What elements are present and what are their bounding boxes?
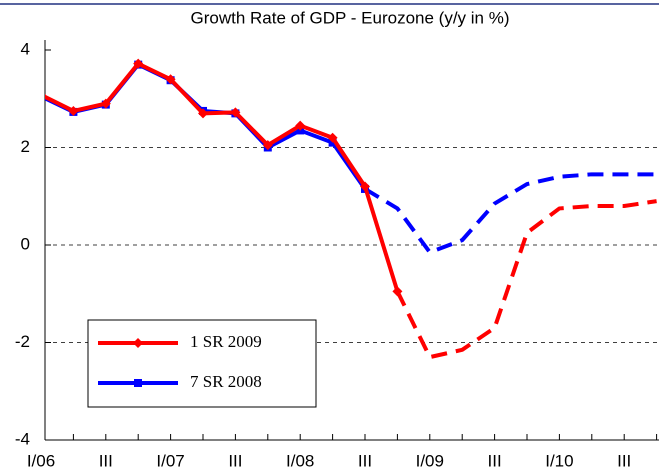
marker: [100, 98, 111, 109]
marker: [262, 140, 273, 151]
series-line-dashed: [363, 172, 657, 255]
marker: [37, 92, 45, 100]
series-line: [45, 61, 400, 292]
marker: [392, 286, 403, 297]
plot: [37, 58, 657, 360]
x-tick-label: III: [488, 451, 502, 470]
series-line: [45, 62, 367, 191]
x-tick-label: III: [99, 451, 113, 470]
x-tick-label: III: [228, 451, 242, 470]
marker: [165, 74, 176, 85]
x-tick-label: I/10: [545, 451, 573, 470]
legend-label: 7 SR 2008: [190, 372, 262, 391]
y-tick-label: 4: [21, 39, 30, 58]
x-tick-label: I/06: [27, 451, 55, 470]
marker: [133, 58, 144, 69]
x-tick-label: I/09: [416, 451, 444, 470]
marker: [45, 93, 46, 96]
x-tick-label: I/08: [286, 451, 314, 470]
y-tick-label: 0: [21, 234, 30, 253]
x-tick-label: III: [358, 451, 372, 470]
legend-marker: [134, 379, 142, 387]
marker: [360, 181, 370, 192]
legend-box: [87, 319, 317, 408]
marker: [295, 120, 306, 131]
marker: [327, 132, 338, 143]
series-line-dashed: [395, 199, 657, 360]
marker: [230, 107, 241, 118]
y-tick-label: 2: [21, 137, 30, 156]
marker: [198, 108, 208, 119]
legend-marker: [133, 338, 143, 348]
y-tick-label: -4: [15, 429, 30, 448]
x-tick-label: I/07: [156, 451, 184, 470]
chart-title: Growth Rate of GDP - Eurozone (y/y in %): [190, 8, 509, 27]
x-tick-label: III: [617, 451, 631, 470]
legend-label: 1 SR 2009: [190, 332, 262, 351]
marker: [68, 105, 79, 116]
y-tick-label: -2: [15, 332, 30, 351]
